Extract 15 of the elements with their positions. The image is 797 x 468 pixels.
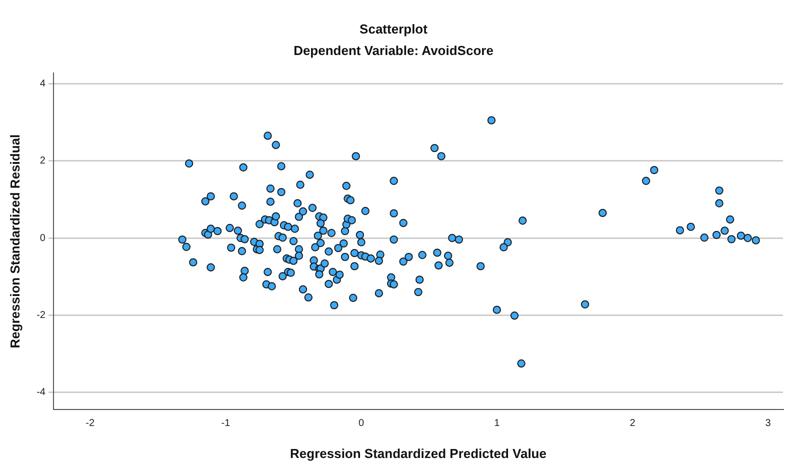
y-tick-label: 2: [40, 156, 46, 167]
x-tick-label: 3: [765, 418, 772, 430]
chart-title: Scatterplot: [360, 21, 428, 36]
y-tick-label: -4: [36, 387, 46, 398]
x-tick-label: -1: [221, 418, 231, 430]
y-axis-title: Regression Standardized Residual: [7, 134, 22, 348]
x-tick-label: 2: [630, 418, 636, 430]
x-axis-title: Regression Standardized Predicted Value: [290, 446, 546, 461]
chart-subtitle: Dependent Variable: AvoidScore: [294, 42, 494, 58]
y-tick-label: -2: [36, 310, 46, 321]
x-tick-label: 1: [494, 418, 500, 430]
y-tick-label: 4: [40, 78, 46, 90]
x-tick-label: -2: [86, 418, 95, 430]
x-tick-label: 0: [358, 418, 365, 430]
y-tick-label: 0: [40, 232, 46, 244]
